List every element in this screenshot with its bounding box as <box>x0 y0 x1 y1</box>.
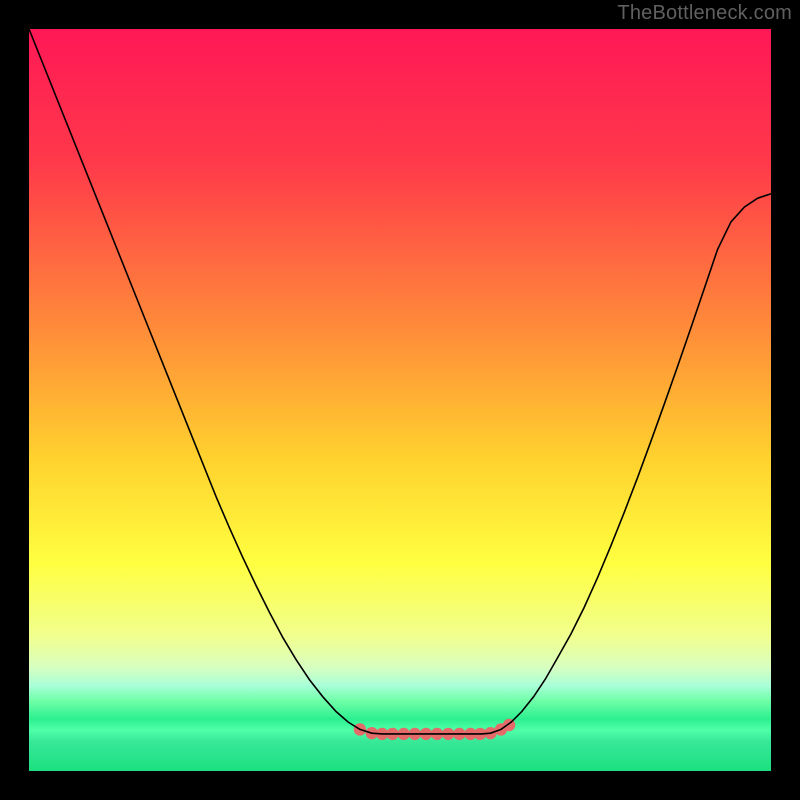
watermark: TheBottleneck.com <box>617 2 792 25</box>
bottleneck-curve <box>29 29 771 734</box>
chart-stage: { "watermark": { "text": "TheBottleneck.… <box>0 0 800 800</box>
plot-area <box>29 29 771 771</box>
